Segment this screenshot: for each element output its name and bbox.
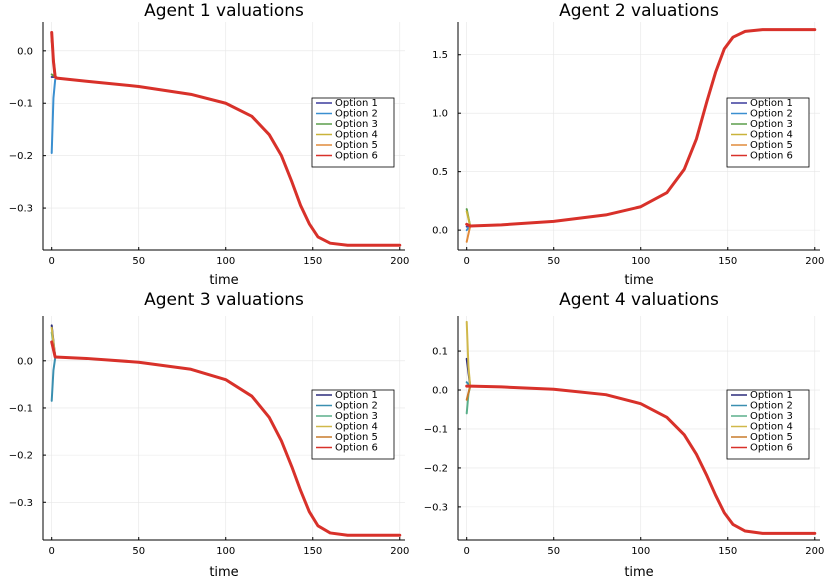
x-axis-label: time bbox=[624, 273, 653, 288]
legend-label: Option 5 bbox=[750, 432, 793, 443]
legend-label: Option 4 bbox=[750, 130, 793, 141]
legend-label: Option 6 bbox=[335, 443, 378, 454]
chart-panel-2: 0 50 100 150 200 0.0 0.5 1.0 1.5 Agent 2 valuatio… bbox=[432, 1, 824, 288]
series-line-option-2 bbox=[50, 356, 57, 402]
x-tick-label: 50 bbox=[132, 546, 145, 557]
y-tick-label: 1.0 bbox=[432, 109, 448, 120]
y-tick-label: −0.2 bbox=[9, 151, 33, 162]
x-axis-label: time bbox=[624, 565, 653, 580]
chart-title: Agent 3 valuations bbox=[144, 290, 304, 310]
x-tick-label: 100 bbox=[631, 256, 650, 267]
x-tick-label: 0 bbox=[49, 546, 55, 557]
legend-label: Option 4 bbox=[335, 422, 378, 433]
y-tick-label: −0.3 bbox=[9, 498, 33, 509]
legend-label: Option 2 bbox=[750, 109, 793, 120]
legend-label: Option 1 bbox=[335, 98, 378, 109]
y-tick-label: 1.5 bbox=[432, 50, 448, 61]
legend-label: Option 3 bbox=[750, 411, 793, 422]
chart-title: Agent 2 valuations bbox=[559, 1, 719, 21]
x-tick-label: 200 bbox=[805, 546, 824, 557]
x-tick-label: 200 bbox=[390, 546, 409, 557]
legend-label: Option 2 bbox=[335, 401, 378, 412]
legend-label: Option 2 bbox=[335, 109, 378, 120]
series-line-option-4 bbox=[465, 210, 472, 228]
y-tick-label: 0.0 bbox=[432, 226, 448, 237]
x-tick-label: 50 bbox=[547, 256, 560, 267]
x-axis-label: time bbox=[209, 565, 238, 580]
x-tick-label: 150 bbox=[303, 256, 322, 267]
y-tick-label: 0.5 bbox=[432, 167, 448, 178]
legend-label: Option 4 bbox=[750, 422, 793, 433]
legend-label: Option 3 bbox=[750, 119, 793, 130]
y-tick-label: −0.1 bbox=[9, 403, 33, 414]
y-tick-label: −0.1 bbox=[9, 99, 33, 110]
x-tick-label: 0 bbox=[464, 546, 470, 557]
legend-label: Option 6 bbox=[335, 151, 378, 162]
legend-label: Option 5 bbox=[750, 140, 793, 151]
x-tick-label: 200 bbox=[805, 256, 824, 267]
chart-title: Agent 4 valuations bbox=[559, 290, 719, 310]
chart-panel-1: 0 50 100 150 200 0.0 −0.1 −0.2 −0.3 Agent 1 valua… bbox=[9, 1, 410, 288]
legend-label: Option 1 bbox=[750, 390, 793, 401]
legend-label: Option 2 bbox=[750, 401, 793, 412]
legend-label: Option 6 bbox=[750, 443, 793, 454]
series-line-option-6 bbox=[465, 28, 817, 228]
legend-label: Option 5 bbox=[335, 140, 378, 151]
x-axis-label: time bbox=[209, 273, 238, 288]
x-tick-label: 50 bbox=[547, 546, 560, 557]
x-tick-label: 150 bbox=[718, 546, 737, 557]
y-tick-label: −0.2 bbox=[9, 451, 33, 462]
y-tick-label: −0.3 bbox=[424, 502, 448, 513]
series-line-option-6 bbox=[50, 30, 402, 247]
chart-panel-3: 0 50 100 150 200 0.0 −0.1 −0.2 −0.3 Agent 3 valua… bbox=[9, 290, 410, 580]
chart-panel-4: 0 50 100 150 200 0.1 0.0 −0.1 −0.2 −0.3 Agent 4 va… bbox=[424, 290, 825, 580]
x-tick-label: 150 bbox=[303, 546, 322, 557]
y-tick-label: 0.0 bbox=[17, 46, 33, 57]
legend-label: Option 5 bbox=[335, 432, 378, 443]
x-tick-label: 100 bbox=[216, 546, 235, 557]
legend-label: Option 1 bbox=[750, 98, 793, 109]
y-tick-label: −0.3 bbox=[9, 204, 33, 215]
x-tick-label: 0 bbox=[49, 256, 55, 267]
series-line-option-5 bbox=[465, 385, 472, 401]
series-line-option-4 bbox=[465, 320, 472, 388]
y-tick-label: −0.2 bbox=[424, 463, 448, 474]
legend-label: Option 4 bbox=[335, 130, 378, 141]
legend-label: Option 1 bbox=[335, 390, 378, 401]
x-tick-label: 100 bbox=[216, 256, 235, 267]
x-tick-label: 100 bbox=[631, 546, 650, 557]
y-tick-label: 0.0 bbox=[17, 356, 33, 367]
legend-label: Option 6 bbox=[750, 151, 793, 162]
series-line-option-5 bbox=[465, 225, 472, 243]
y-tick-label: 0.0 bbox=[432, 386, 448, 397]
y-tick-label: −0.1 bbox=[424, 424, 448, 435]
series-line-option-6 bbox=[465, 384, 817, 535]
series-line-option-6 bbox=[50, 340, 402, 537]
legend-label: Option 3 bbox=[335, 411, 378, 422]
x-tick-label: 0 bbox=[464, 256, 470, 267]
x-tick-label: 200 bbox=[390, 256, 409, 267]
y-tick-label: 0.1 bbox=[432, 347, 448, 358]
legend-label: Option 3 bbox=[335, 119, 378, 130]
x-tick-label: 150 bbox=[718, 256, 737, 267]
x-tick-label: 50 bbox=[132, 256, 145, 267]
chart-title: Agent 1 valuations bbox=[144, 1, 304, 21]
series-line-option-2 bbox=[50, 78, 57, 155]
